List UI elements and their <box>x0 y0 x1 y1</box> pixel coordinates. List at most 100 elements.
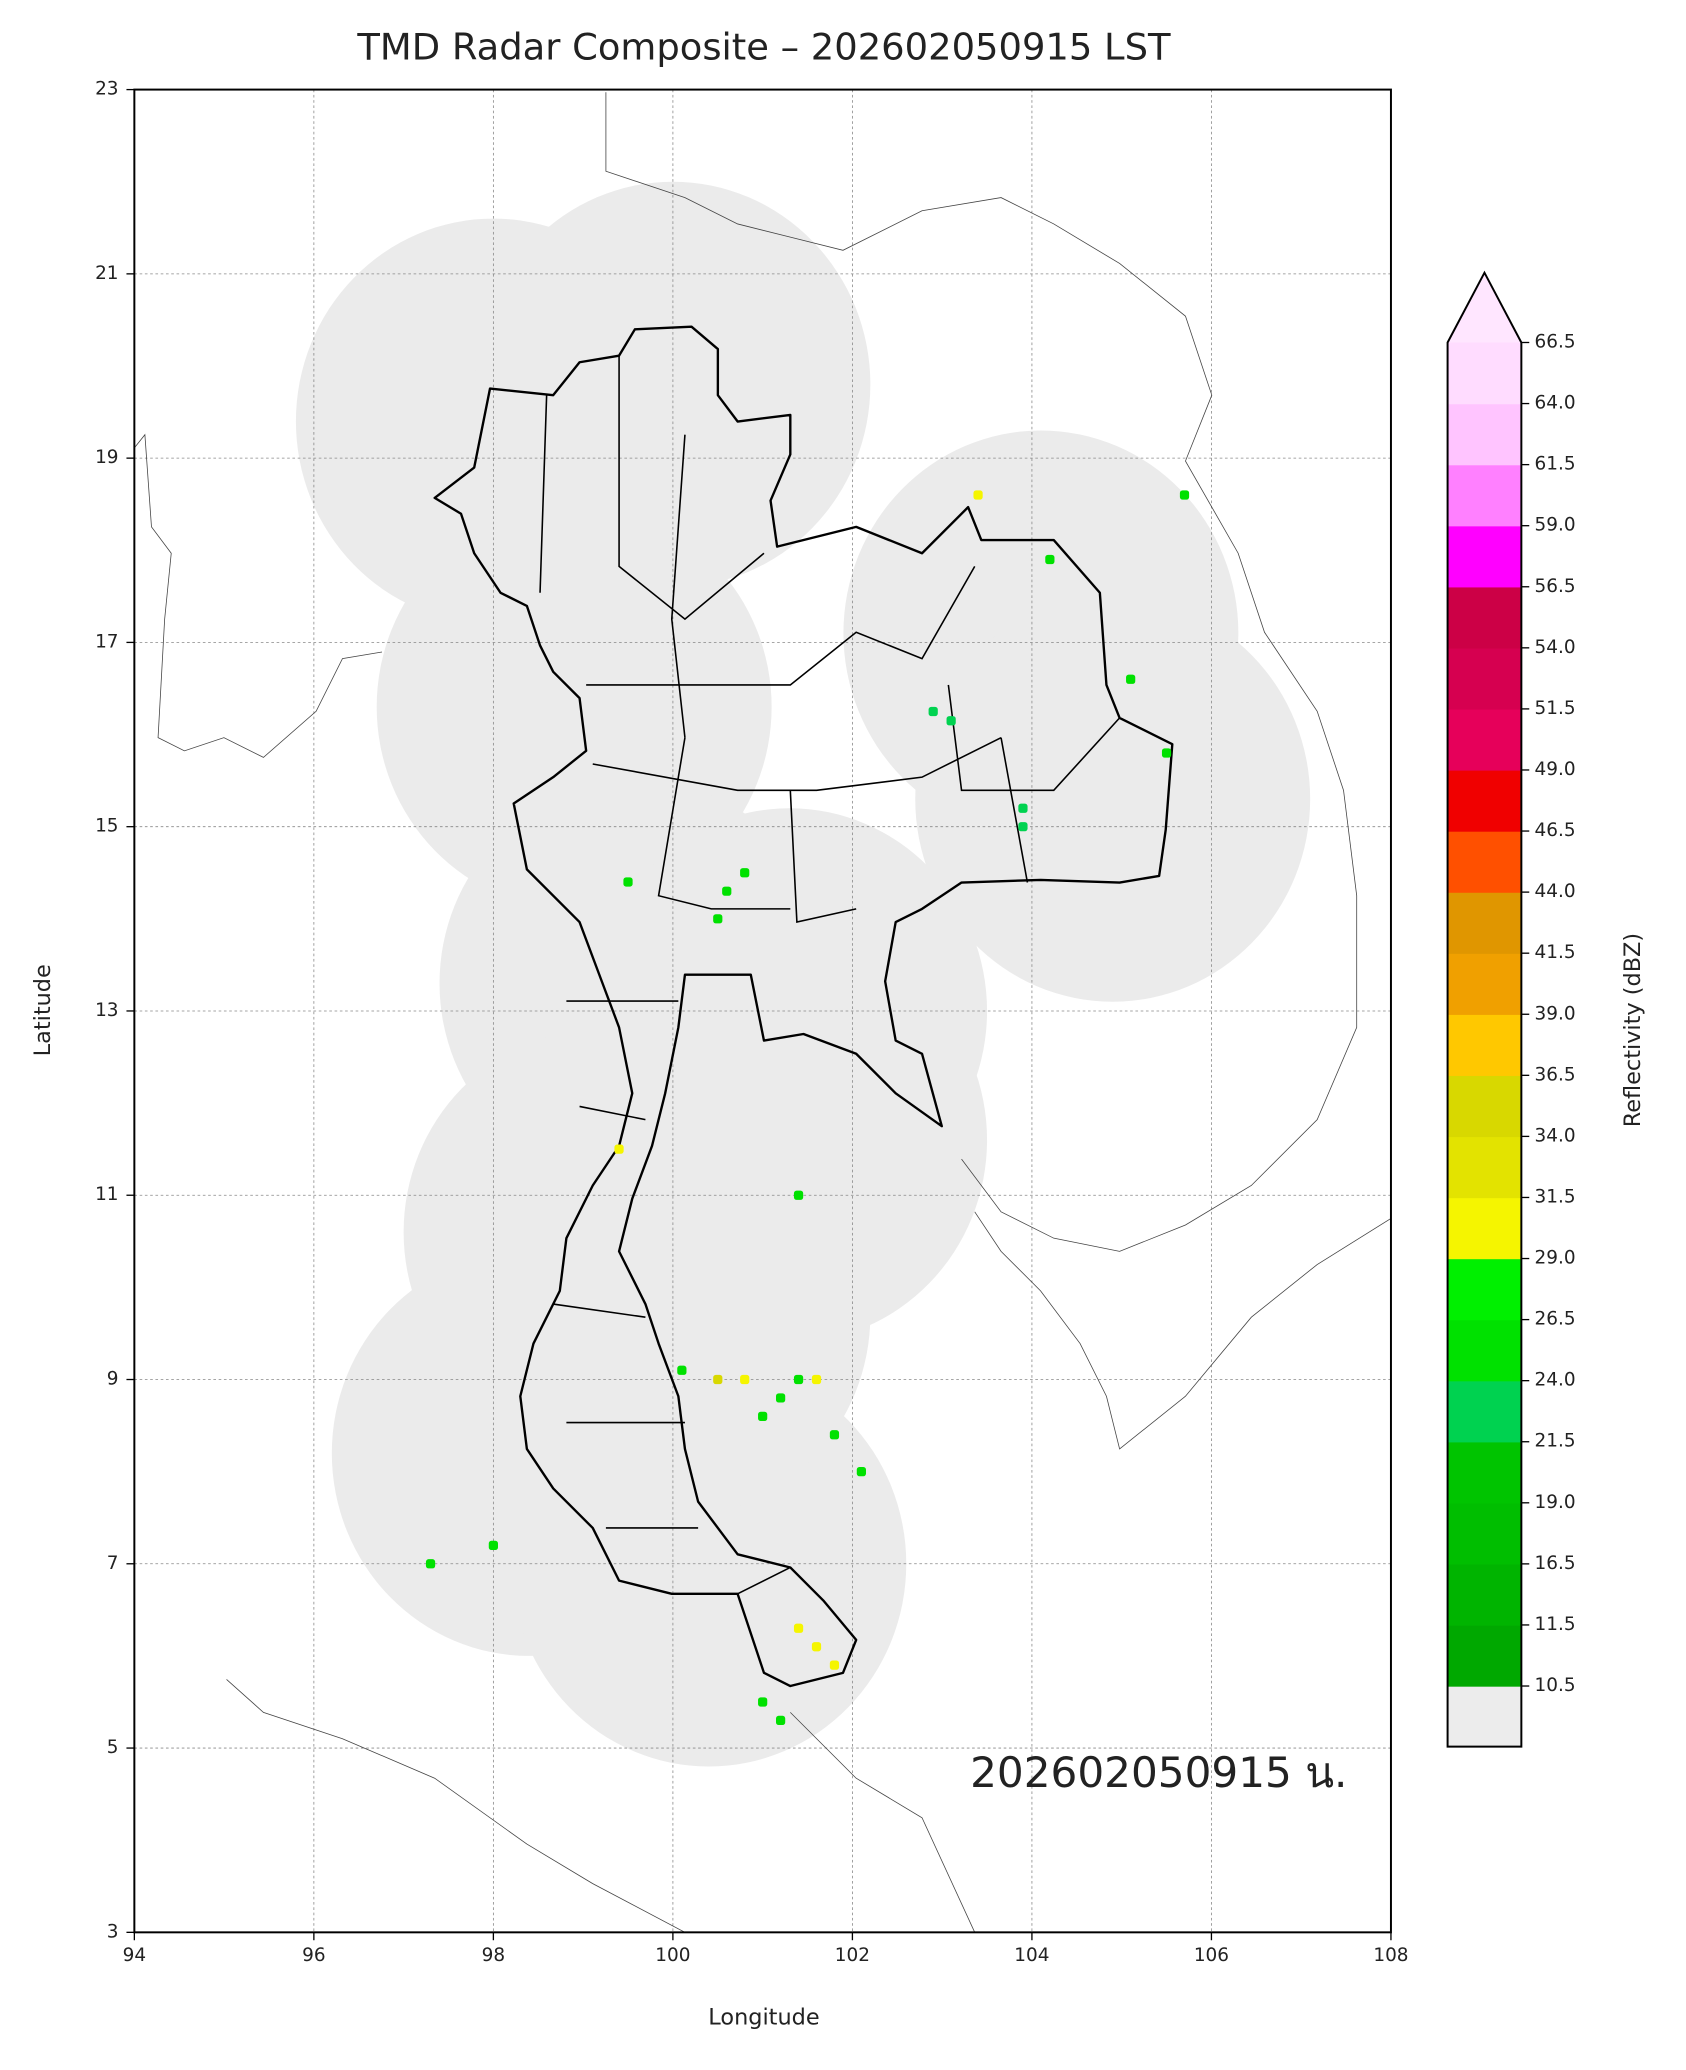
colorbar-over <box>1447 272 1522 343</box>
colorbar-under <box>1447 1686 1522 1747</box>
colorbar-tick-label: 66.5 <box>1535 331 1576 352</box>
radar-coverage <box>475 1112 871 1518</box>
radar-echo <box>740 1374 750 1385</box>
colorbar-cell <box>1447 1441 1522 1504</box>
colorbar-tick-label: 61.5 <box>1535 454 1576 475</box>
radar-echo <box>740 868 750 878</box>
y-tick-label: 5 <box>107 1737 119 1758</box>
province-lines <box>539 355 1121 1595</box>
colorbar-label: Reflectivity (dBZ) <box>1620 933 1646 1127</box>
y-tick-label: 19 <box>95 447 118 468</box>
radar-echo <box>1126 674 1136 684</box>
echo-layer <box>425 490 1190 1726</box>
radar-echo <box>1045 554 1055 565</box>
x-tick-label: 102 <box>835 1945 870 1966</box>
colorbar-tick-label: 26.5 <box>1535 1309 1576 1330</box>
radar-echo <box>775 1715 786 1726</box>
x-tick-label: 106 <box>1194 1945 1229 1966</box>
x-tick-label: 94 <box>123 1945 146 1966</box>
colorbar-tick-label: 51.5 <box>1535 698 1576 719</box>
radar-echo <box>829 1660 840 1670</box>
colorbar-tick-label: 10.5 <box>1535 1675 1576 1696</box>
radar-echo <box>1179 490 1190 500</box>
colorbar-tick-label: 49.0 <box>1535 759 1576 780</box>
radar-echo <box>1018 822 1028 832</box>
colorbar-tick-label: 21.5 <box>1535 1431 1576 1452</box>
colorbar-frame <box>1446 270 1523 1748</box>
neighbour-coast <box>134 92 1391 1933</box>
radar-echo <box>928 706 938 717</box>
x-tick-label: 98 <box>482 1945 505 1966</box>
y-tick-label: 15 <box>95 816 118 837</box>
colorbar-cell <box>1447 953 1522 1015</box>
x-tick-label: 108 <box>1373 1945 1408 1966</box>
radar-echo <box>946 716 956 726</box>
colorbar-cell <box>1447 831 1522 893</box>
colorbar-cell <box>1447 1563 1522 1626</box>
radar-echo <box>829 1430 840 1440</box>
colorbar-cell <box>1447 525 1522 588</box>
colorbar-cell <box>1447 1380 1522 1443</box>
borders <box>134 92 1391 1933</box>
radar-echo <box>758 1411 768 1421</box>
colorbar-tick-label: 44.0 <box>1535 881 1576 902</box>
colorbar-tick-label: 41.5 <box>1535 942 1576 963</box>
radar-echo <box>793 1623 804 1633</box>
radar-echo <box>623 877 633 887</box>
radar-echo <box>488 1540 498 1550</box>
colorbar-tick-label: 46.5 <box>1535 820 1576 841</box>
y-tick-label: 7 <box>107 1553 119 1574</box>
radar-echo <box>1018 803 1028 813</box>
plot-frame <box>133 88 1392 1934</box>
radar-echo <box>973 490 983 500</box>
y-axis-label: Latitude <box>30 964 56 1056</box>
y-tick-label: 3 <box>107 1921 119 1942</box>
colorbar-cell <box>1447 1258 1522 1321</box>
colorbar-tick-label: 11.5 <box>1535 1614 1576 1635</box>
colorbar-tick-label: 64.0 <box>1535 393 1576 414</box>
radar-echo <box>793 1190 804 1200</box>
colorbar-cell <box>1447 647 1522 710</box>
colorbar-cell <box>1447 1136 1522 1199</box>
colorbar-cell <box>1447 1014 1522 1076</box>
colorbar-tick-label: 54.0 <box>1535 637 1576 658</box>
radar-echo <box>811 1642 822 1652</box>
colorbar-tick-label: 56.5 <box>1535 576 1576 597</box>
radar-echo <box>425 1559 436 1569</box>
x-axis-label: Longitude <box>708 2004 819 2030</box>
colorbar-tick-label: 31.5 <box>1535 1186 1576 1207</box>
y-tick-label: 9 <box>107 1369 119 1390</box>
radar-echo <box>722 886 732 896</box>
colorbar-tick-label: 39.0 <box>1535 1003 1576 1024</box>
radar-echo <box>677 1365 687 1375</box>
colorbar: 10.5 11.5 16.5 19.0 21.5 24.0 26.5 29.0 31.5 34.0… <box>1446 270 1576 1748</box>
colorbar-tick-label: 24.0 <box>1535 1370 1576 1391</box>
x-tick-label: 104 <box>1014 1945 1049 1966</box>
colorbar-cell <box>1447 1624 1522 1687</box>
colorbar-tick-label: 19.0 <box>1535 1492 1576 1513</box>
x-tick-label: 100 <box>655 1945 690 1966</box>
radar-echo <box>1161 748 1172 758</box>
radar-echo <box>856 1467 866 1477</box>
radar-echo <box>614 1144 624 1154</box>
colorbar-cell <box>1447 1319 1522 1382</box>
colorbar-cell <box>1447 769 1522 832</box>
colorbar-cell <box>1447 586 1522 649</box>
y-tick-label: 23 <box>95 79 118 100</box>
radar-echo <box>811 1374 822 1385</box>
colorbar-cell <box>1447 708 1522 771</box>
y-tick-label: 11 <box>95 1184 118 1205</box>
y-tick-label: 17 <box>95 631 118 652</box>
colorbar-tick-label: 16.5 <box>1535 1553 1576 1574</box>
timestamp-annotation: 202602050915 น. <box>970 1748 1347 1797</box>
y-tick-label: 21 <box>95 263 118 284</box>
radar-coverage <box>475 181 871 588</box>
radar-echo <box>775 1393 786 1403</box>
colorbar-cell <box>1447 464 1522 527</box>
y-tick-label: 13 <box>95 1000 118 1021</box>
radar-echo <box>758 1697 768 1707</box>
radar-echo <box>713 1374 723 1385</box>
colorbar-cell <box>1447 342 1522 405</box>
